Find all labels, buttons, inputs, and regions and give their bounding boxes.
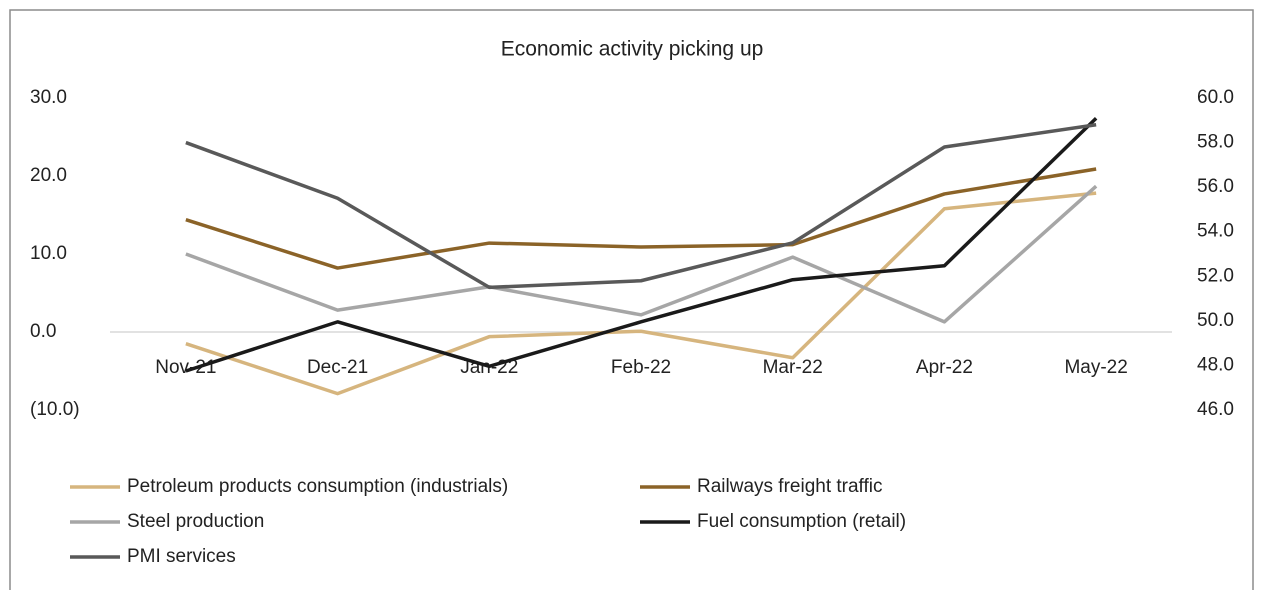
legend-label: Fuel consumption (retail): [697, 511, 906, 532]
chart-title: Economic activity picking up: [501, 38, 764, 61]
y-tick-label: 20.0: [30, 165, 67, 186]
x-tick-label: May-22: [1064, 357, 1127, 378]
y-tick-label: 10.0: [30, 243, 67, 264]
y2-tick-label: 50.0: [1197, 310, 1234, 331]
y2-tick-label: 46.0: [1197, 399, 1234, 420]
series-line: [185, 184, 1098, 324]
y2-tick-label: 58.0: [1197, 132, 1234, 153]
legend-label: Steel production: [127, 511, 264, 532]
legend-label: Petroleum products consumption (industri…: [127, 476, 508, 497]
x-tick-label: Feb-22: [611, 357, 671, 378]
series-line: [185, 191, 1097, 396]
x-tick-label: Apr-22: [916, 357, 973, 378]
series-line: [185, 167, 1097, 270]
y2-tick-label: 52.0: [1197, 265, 1234, 286]
legend-label: Railways freight traffic: [697, 476, 883, 497]
series-line: [185, 117, 1098, 373]
y2-tick-label: 54.0: [1197, 221, 1234, 242]
y-tick-label: 0.0: [30, 321, 56, 342]
y2-tick-label: 56.0: [1197, 176, 1234, 197]
y-tick-label: 30.0: [30, 87, 67, 108]
y2-tick-label: 60.0: [1197, 87, 1234, 108]
x-tick-label: Nov-21: [155, 357, 216, 378]
series-line: [185, 123, 1097, 290]
x-tick-label: Mar-22: [763, 357, 823, 378]
y2-tick-label: 48.0: [1197, 354, 1234, 375]
x-tick-label: Dec-21: [307, 357, 368, 378]
legend-label: PMI services: [127, 546, 236, 567]
y-tick-label: (10.0): [30, 399, 80, 420]
chart-frame: [9, 9, 1254, 590]
